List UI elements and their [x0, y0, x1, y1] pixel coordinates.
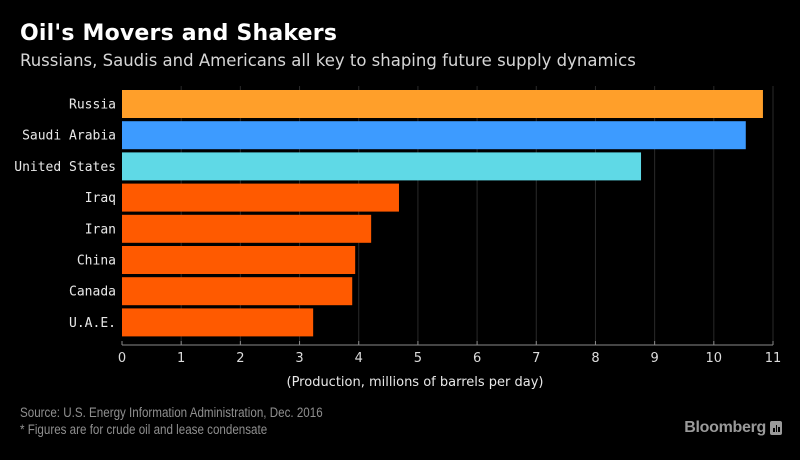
bar-united-states	[122, 152, 642, 181]
x-axis: 0 1 2 3 4 5 6 7 8 9 10 11	[118, 341, 781, 366]
x-tick-label: 5	[414, 351, 422, 366]
x-tick-label: 9	[650, 351, 658, 366]
bar-saudi-arabia	[122, 121, 746, 150]
category-label: U.A.E.	[69, 316, 116, 331]
source-note: Source: U.S. Energy Information Administ…	[20, 405, 323, 420]
x-tick-label: 2	[236, 351, 244, 366]
bars	[122, 90, 763, 337]
category-label: China	[77, 254, 116, 269]
category-label: United States	[14, 160, 116, 175]
category-label: Saudi Arabia	[22, 129, 116, 144]
x-tick-label: 4	[355, 351, 363, 366]
bar-canada	[122, 277, 353, 306]
bar-u-a-e	[122, 308, 314, 337]
chart-subtitle: Russians, Saudis and Americans all key t…	[20, 51, 636, 70]
x-tick-label: 7	[532, 351, 540, 366]
x-tick-label: 6	[473, 351, 481, 366]
bar-iraq	[122, 183, 399, 212]
x-axis-label: (Production, millions of barrels per day…	[286, 375, 544, 390]
category-label: Iran	[85, 222, 116, 237]
x-tick-label: 3	[295, 351, 303, 366]
footnote: * Figures are for crude oil and lease co…	[20, 422, 268, 437]
x-tick-label: 0	[118, 351, 126, 366]
category-labels: Russia Saudi Arabia United States Iraq Iran C…	[14, 98, 116, 331]
x-tick-label: 10	[706, 351, 723, 366]
x-tick-label: 1	[177, 351, 185, 366]
category-label: Canada	[69, 285, 116, 300]
x-tick-label: 8	[591, 351, 599, 366]
bloomberg-logo: Bloomberg	[684, 419, 766, 436]
x-tick-label: 11	[765, 351, 782, 366]
bloomberg-chart-icon	[770, 421, 782, 435]
bar-iran	[122, 214, 372, 243]
category-label: Iraq	[85, 191, 116, 206]
chart-title: Oil's Movers and Shakers	[20, 21, 338, 46]
bar-russia	[122, 90, 763, 118]
category-label: Russia	[69, 98, 116, 113]
bar-china	[122, 246, 356, 274]
